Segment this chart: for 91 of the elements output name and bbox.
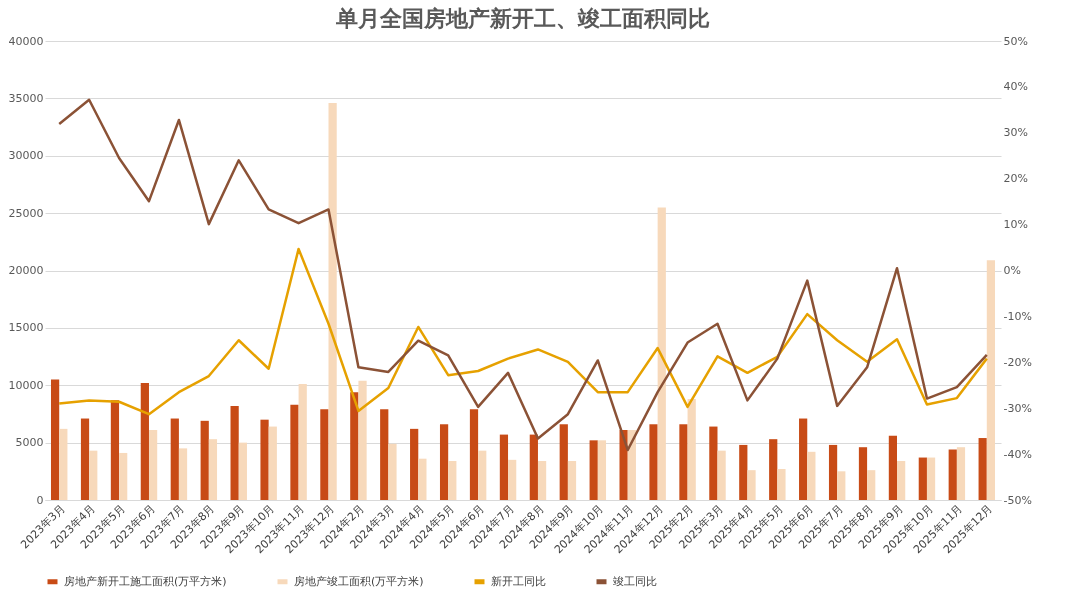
bar <box>298 384 307 500</box>
line-series <box>57 247 989 416</box>
bar <box>50 379 60 500</box>
y2-tick-label: 20% <box>1003 172 1028 186</box>
bar <box>478 450 487 500</box>
y2-tick-label: -50% <box>1003 493 1032 507</box>
bar <box>537 460 547 500</box>
y-tick-label: 0 <box>36 493 44 507</box>
bar <box>380 409 389 500</box>
bar <box>290 404 299 500</box>
bar <box>230 405 239 500</box>
legend-label: 房地产竣工面积(万平方米) <box>294 574 424 588</box>
bar <box>268 426 277 500</box>
y-tick-label: 10000 <box>8 378 44 392</box>
bar <box>200 420 209 500</box>
y-tick-label: 25000 <box>8 206 44 220</box>
bar <box>918 457 927 500</box>
bar <box>649 424 658 500</box>
bar <box>888 435 898 500</box>
y2-tick-label: -10% <box>1003 309 1032 323</box>
bar <box>867 470 876 500</box>
bar <box>358 380 367 500</box>
bar <box>777 469 786 500</box>
bar <box>627 430 636 500</box>
bar <box>597 440 607 500</box>
y2-tick-label: -20% <box>1003 355 1032 369</box>
bar <box>170 418 179 500</box>
bar <box>499 434 509 500</box>
y2-tick-label: 0% <box>1003 264 1021 277</box>
y2-tick-label: 40% <box>1003 80 1028 94</box>
bar <box>89 450 98 500</box>
bar <box>208 439 218 500</box>
bar <box>110 400 120 500</box>
bar <box>897 460 906 500</box>
y-tick-label: 35000 <box>8 91 44 105</box>
bar <box>119 452 128 500</box>
bar <box>567 460 577 500</box>
bar <box>140 382 149 500</box>
bar <box>769 439 778 500</box>
bar <box>508 459 517 500</box>
bar <box>260 419 269 500</box>
y-tick-label: 40000 <box>8 34 44 48</box>
bar <box>986 260 996 500</box>
bar <box>448 460 457 500</box>
bar <box>418 458 427 500</box>
bar <box>837 471 846 500</box>
bar <box>529 434 538 500</box>
bar <box>948 449 957 500</box>
bar <box>717 450 726 500</box>
y-tick-label: 5000 <box>15 436 44 450</box>
legend-label: 新开工同比 <box>491 574 546 588</box>
line-series <box>57 98 989 452</box>
bar <box>679 424 688 500</box>
bar <box>328 102 337 500</box>
bar <box>80 418 90 500</box>
bar <box>709 426 718 500</box>
bar <box>799 418 808 500</box>
bar <box>238 442 247 500</box>
bar <box>807 451 816 500</box>
bar <box>439 424 449 500</box>
bar <box>687 399 696 500</box>
bar <box>926 457 936 500</box>
bar <box>410 428 419 500</box>
bar <box>828 444 838 500</box>
y2-tick-label: 30% <box>1003 126 1028 140</box>
bar <box>148 430 158 500</box>
bar <box>657 207 666 500</box>
bar <box>956 447 966 500</box>
bar <box>59 428 68 500</box>
bar <box>350 392 359 500</box>
y-tick-label: 30000 <box>8 149 44 163</box>
y2-tick-label: 50% <box>1003 34 1028 48</box>
bar <box>559 424 568 500</box>
bar <box>469 409 479 500</box>
legend-label: 竣工同比 <box>613 574 657 588</box>
bar <box>589 440 598 500</box>
legend-label: 房地产新开工施工面积(万平方米) <box>64 574 227 588</box>
bar <box>320 409 329 500</box>
bar <box>858 447 868 500</box>
y-tick-label: 20000 <box>8 264 44 277</box>
bar <box>978 438 987 500</box>
bar <box>178 448 188 500</box>
bar <box>739 444 748 500</box>
bar <box>619 430 628 500</box>
y-tick-label: 15000 <box>8 321 44 335</box>
bar <box>388 443 397 500</box>
y2-tick-label: 10% <box>1003 218 1028 232</box>
bar <box>747 470 756 500</box>
y2-tick-label: -30% <box>1003 401 1032 415</box>
y2-tick-label: -40% <box>1003 447 1032 461</box>
chart-title: 单月全国房地产新开工、竣工面积同比 <box>335 6 710 31</box>
